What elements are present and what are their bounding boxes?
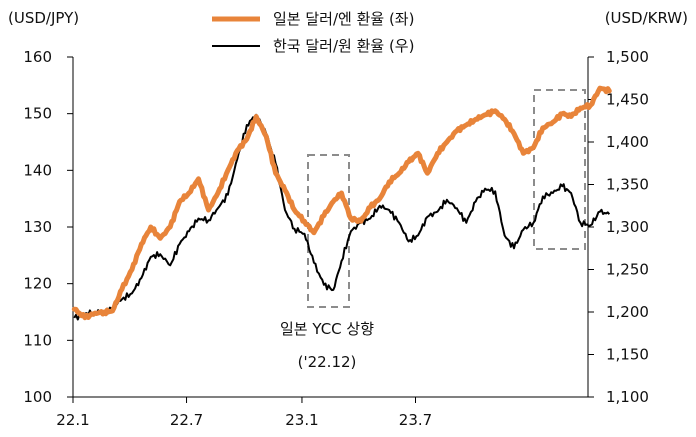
left-tick-label: 130 xyxy=(23,218,52,236)
legend: 일본 달러/엔 환율 (좌) 한국 달러/원 환율 (우) xyxy=(212,10,414,55)
left-tick-label: 100 xyxy=(23,388,52,406)
x-tick-label: 23.1 xyxy=(285,411,318,429)
left-tick-label: 120 xyxy=(23,275,52,293)
annotation-label: 일본 YCC 상향 xyxy=(280,320,374,338)
x-tick-label: 22.1 xyxy=(56,411,89,429)
x-tick-label: 22.7 xyxy=(170,411,203,429)
legend-label-krw: 한국 달러/원 환율 (우) xyxy=(273,37,414,55)
right-tick-label: 1,500 xyxy=(606,48,649,66)
legend-label-jpy: 일본 달러/엔 환율 (좌) xyxy=(273,10,414,28)
annotation-date: ('22.12) xyxy=(298,353,357,371)
recent-highlight-box xyxy=(533,89,586,250)
x-tick-labels: 22.1 22.7 23.1 23.7 xyxy=(56,397,432,429)
right-tick-labels: 1,100 1,150 1,200 1,250 1,300 1,350 1,400 1,450… xyxy=(588,48,649,406)
right-tick-label: 1,250 xyxy=(606,261,649,279)
left-axis-unit: (USD/JPY) xyxy=(8,9,79,27)
right-tick-label: 1,100 xyxy=(606,388,649,406)
right-tick-label: 1,400 xyxy=(606,133,649,151)
right-axis-unit: (USD/KRW) xyxy=(605,9,688,27)
right-tick-label: 1,200 xyxy=(606,303,649,321)
right-tick-label: 1,450 xyxy=(606,91,649,109)
right-tick-label: 1,350 xyxy=(606,176,649,194)
left-tick-labels: 100 110 120 130 140 150 160 xyxy=(23,48,73,406)
left-tick-label: 160 xyxy=(23,48,52,66)
left-tick-label: 150 xyxy=(23,105,52,123)
series-line-krw xyxy=(73,113,611,321)
x-tick-label: 23.7 xyxy=(399,411,432,429)
left-tick-label: 110 xyxy=(23,331,52,349)
right-tick-label: 1,150 xyxy=(606,346,649,364)
left-tick-label: 140 xyxy=(23,161,52,179)
series-layer xyxy=(71,85,612,321)
series-line-jpy xyxy=(71,85,612,321)
right-tick-label: 1,300 xyxy=(606,218,649,236)
